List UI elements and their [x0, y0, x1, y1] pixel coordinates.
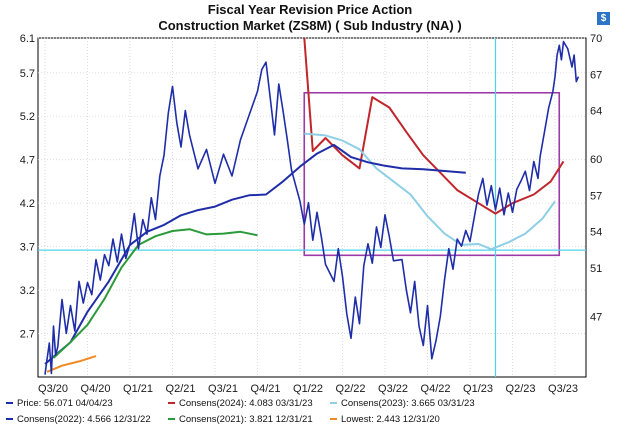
chart-title-line-1: Fiscal Year Revision Price Action [207, 2, 413, 17]
right-tick-label: 60 [590, 154, 602, 166]
x-tick-label: Q2/23 [506, 383, 536, 395]
right-tick-label: 70 [590, 33, 602, 45]
legend-item-price[interactable]: Price: 56.071 04/04/23 [6, 398, 113, 409]
left-tick-label: 6.1 [20, 33, 35, 45]
right-tick-label: 47 [590, 311, 602, 323]
series-layer [44, 37, 580, 375]
x-tick-label: Q1/22 [293, 383, 323, 395]
right-tick-label: 67 [590, 69, 602, 81]
series-line-consens-2021 [52, 228, 258, 359]
x-tick-label: Q4/22 [421, 383, 451, 395]
legend-swatch-consens-2021 [168, 418, 175, 421]
series-line-consens-2022 [44, 143, 466, 365]
legend-label-consens-2023: Consens(2023): 3.665 03/31/23 [341, 398, 475, 409]
x-tick-label: Q4/21 [251, 383, 281, 395]
legend-item-consens-2024[interactable]: Consens(2024): 4.083 03/31/23 [168, 398, 313, 409]
legend-swatch-consens-2023 [330, 402, 337, 405]
x-tick-label: Q1/23 [463, 383, 493, 395]
left-tick-label: 2.7 [20, 329, 35, 341]
right-tick-label: 57 [590, 190, 602, 202]
x-tick-label: Q3/20 [38, 383, 68, 395]
x-tick-label: Q3/21 [208, 383, 238, 395]
legend-label-lowest: Lowest: 2.443 12/31/20 [341, 414, 440, 425]
legend-label-price: Price: 56.071 04/04/23 [17, 398, 113, 409]
right-tick-label: 51 [590, 263, 602, 275]
x-tick-label: Q1/21 [123, 383, 153, 395]
axis-layer: 6.1 5.7 5.2 4.7 4.2 3.7 3.2 2.7 70 67 64 60 57 54 51 47… [20, 33, 603, 395]
legend-item-consens-2021[interactable]: Consens(2021): 3.821 12/31/21 [168, 414, 313, 425]
legend-swatch-lowest [330, 418, 337, 421]
series-line-price [44, 40, 580, 375]
series-line-lowest [46, 355, 97, 373]
left-tick-label: 3.7 [20, 242, 35, 254]
legend-swatch-consens-2022 [6, 418, 13, 421]
left-tick-label: 4.7 [20, 155, 35, 167]
series-line-consens-2023 [304, 132, 556, 251]
right-tick-label: 64 [590, 106, 602, 118]
chart-title-line-2: Construction Market (ZS8M) ( Sub Industr… [158, 18, 462, 33]
left-tick-label: 3.2 [20, 285, 35, 297]
currency-dollar-icon[interactable]: $ [597, 12, 610, 25]
legend-label-consens-2022: Consens(2022): 4.566 12/31/22 [17, 414, 151, 425]
x-tick-label: Q3/22 [378, 383, 408, 395]
legend-item-consens-2022[interactable]: Consens(2022): 4.566 12/31/22 [6, 414, 151, 425]
legend-label-consens-2021: Consens(2021): 3.821 12/31/21 [179, 414, 313, 425]
x-tick-label: Q2/21 [166, 383, 196, 395]
left-tick-label: 5.7 [20, 68, 35, 80]
left-tick-label: 4.2 [20, 198, 35, 210]
legend-swatch-consens-2024 [168, 402, 175, 405]
x-tick-label: Q2/22 [336, 383, 366, 395]
chart-title: Fiscal Year Revision Price Action Constr… [0, 2, 620, 34]
highlight-box [303, 91, 561, 257]
right-tick-label: 54 [590, 227, 602, 239]
left-tick-label: 5.2 [20, 111, 35, 123]
legend-swatch-price [6, 402, 13, 405]
x-tick-label: Q4/20 [81, 383, 111, 395]
legend-label-consens-2024: Consens(2024): 4.083 03/31/23 [179, 398, 313, 409]
x-tick-label: Q3/23 [548, 383, 578, 395]
legend-item-consens-2023[interactable]: Consens(2023): 3.665 03/31/23 [330, 398, 475, 409]
legend-item-lowest[interactable]: Lowest: 2.443 12/31/20 [330, 414, 440, 425]
series-line-consens-2024 [303, 37, 565, 215]
